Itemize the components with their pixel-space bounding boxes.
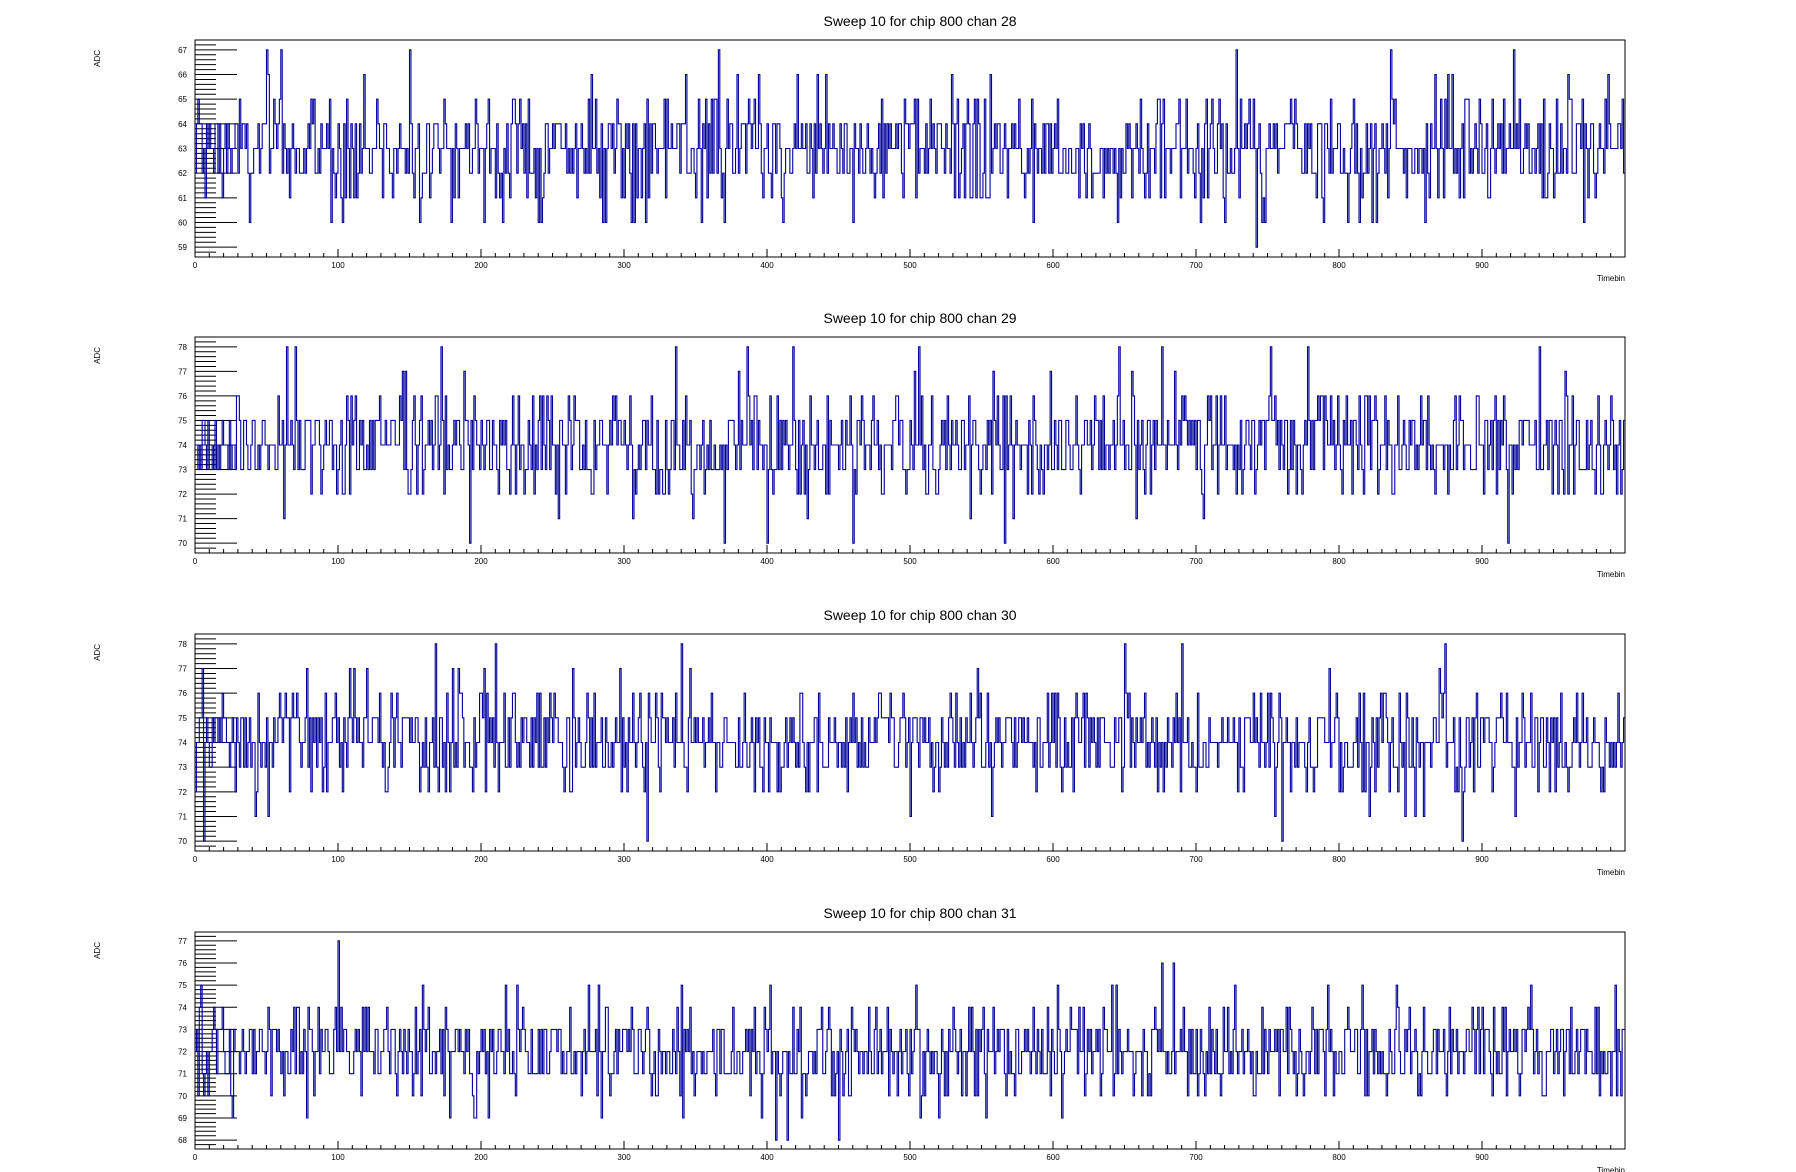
y-axis-title: ADC [93,644,102,661]
x-tick-label: 0 [193,855,198,864]
x-tick-label: 600 [1046,261,1060,270]
y-tick-label: 77 [178,367,187,376]
x-tick-label: 400 [760,557,774,566]
y-tick-label: 68 [178,1136,187,1145]
y-tick-label: 59 [178,243,187,252]
y-tick-label: 64 [178,120,187,129]
y-tick-label: 78 [178,343,187,352]
y-tick-label: 65 [178,95,187,104]
y-tick-label: 73 [178,466,187,475]
chart-title: Sweep 10 for chip 800 chan 29 [823,310,1016,326]
y-tick-label: 72 [178,490,187,499]
x-axis-title: Timebin [1597,570,1625,579]
y-tick-label: 72 [178,1048,187,1057]
y-tick-label: 67 [178,46,187,55]
series-line [195,49,1625,248]
y-tick-label: 70 [178,539,187,548]
x-tick-label: 800 [1332,261,1346,270]
y-tick-label: 73 [178,1025,187,1034]
y-tick-label: 75 [178,714,187,723]
chart-panel-1: Sweep 10 for chip 800 chan 29 ADC Timebin 0… [93,310,1626,579]
x-tick-label: 400 [760,855,774,864]
y-tick-label: 75 [178,981,187,990]
x-tick-label: 100 [331,557,345,566]
y-tick-label: 74 [178,441,187,450]
chart-panel-0: Sweep 10 for chip 800 chan 28 ADC Timebin 0… [93,13,1626,283]
y-axis-title: ADC [93,347,102,364]
x-axis-title: Timebin [1597,274,1625,283]
x-tick-label: 500 [903,557,917,566]
y-tick-label: 77 [178,937,187,946]
x-tick-label: 700 [1189,855,1203,864]
chart-panel-2: Sweep 10 for chip 800 chan 30 ADC Timebin 0… [93,607,1626,877]
series-line [195,940,1625,1141]
y-tick-label: 69 [178,1114,187,1123]
x-tick-label: 800 [1332,1153,1346,1162]
x-tick-label: 0 [193,557,198,566]
y-tick-label: 61 [178,194,187,203]
x-tick-label: 400 [760,261,774,270]
x-tick-label: 100 [331,855,345,864]
x-tick-label: 900 [1475,557,1489,566]
x-tick-label: 600 [1046,855,1060,864]
series-line [195,643,1625,842]
chart-title: Sweep 10 for chip 800 chan 28 [823,13,1016,29]
x-tick-label: 0 [193,261,198,270]
x-axis-title: Timebin [1597,1166,1625,1172]
x-tick-label: 600 [1046,1153,1060,1162]
chart-title: Sweep 10 for chip 800 chan 31 [823,905,1016,921]
y-tick-label: 73 [178,763,187,772]
chart-panel-3: Sweep 10 for chip 800 chan 31 ADC Timebin 0… [93,905,1626,1172]
y-tick-label: 62 [178,169,187,178]
y-tick-label: 66 [178,71,187,80]
y-tick-label: 71 [178,812,187,821]
x-tick-label: 900 [1475,261,1489,270]
y-axis-title: ADC [93,942,102,959]
x-tick-label: 200 [474,855,488,864]
x-axis-title: Timebin [1597,868,1625,877]
y-tick-label: 76 [178,689,187,698]
x-tick-label: 800 [1332,557,1346,566]
y-tick-label: 72 [178,788,187,797]
x-tick-label: 300 [617,1153,631,1162]
y-tick-label: 60 [178,218,187,227]
x-tick-label: 500 [903,1153,917,1162]
x-tick-label: 300 [617,261,631,270]
x-tick-label: 200 [474,557,488,566]
y-tick-label: 70 [178,1092,187,1101]
y-tick-label: 71 [178,515,187,524]
x-tick-label: 500 [903,855,917,864]
x-tick-label: 600 [1046,557,1060,566]
series-line [195,346,1625,544]
y-tick-label: 78 [178,640,187,649]
x-tick-label: 700 [1189,1153,1203,1162]
x-tick-label: 900 [1475,855,1489,864]
y-tick-label: 76 [178,959,187,968]
y-tick-label: 76 [178,392,187,401]
y-tick-label: 77 [178,665,187,674]
x-tick-label: 800 [1332,855,1346,864]
x-tick-label: 900 [1475,1153,1489,1162]
x-tick-label: 700 [1189,261,1203,270]
x-tick-label: 100 [331,1153,345,1162]
x-tick-label: 200 [474,261,488,270]
y-tick-label: 70 [178,837,187,846]
x-tick-label: 300 [617,557,631,566]
y-tick-label: 75 [178,416,187,425]
x-tick-label: 500 [903,261,917,270]
y-tick-label: 74 [178,739,187,748]
y-tick-label: 71 [178,1070,187,1079]
x-tick-label: 100 [331,261,345,270]
y-tick-label: 74 [178,1003,187,1012]
y-tick-label: 63 [178,145,187,154]
y-axis-title: ADC [93,50,102,67]
x-tick-label: 200 [474,1153,488,1162]
x-tick-label: 0 [193,1153,198,1162]
x-tick-label: 700 [1189,557,1203,566]
x-tick-label: 400 [760,1153,774,1162]
chart-title: Sweep 10 for chip 800 chan 30 [823,607,1016,623]
x-tick-label: 300 [617,855,631,864]
